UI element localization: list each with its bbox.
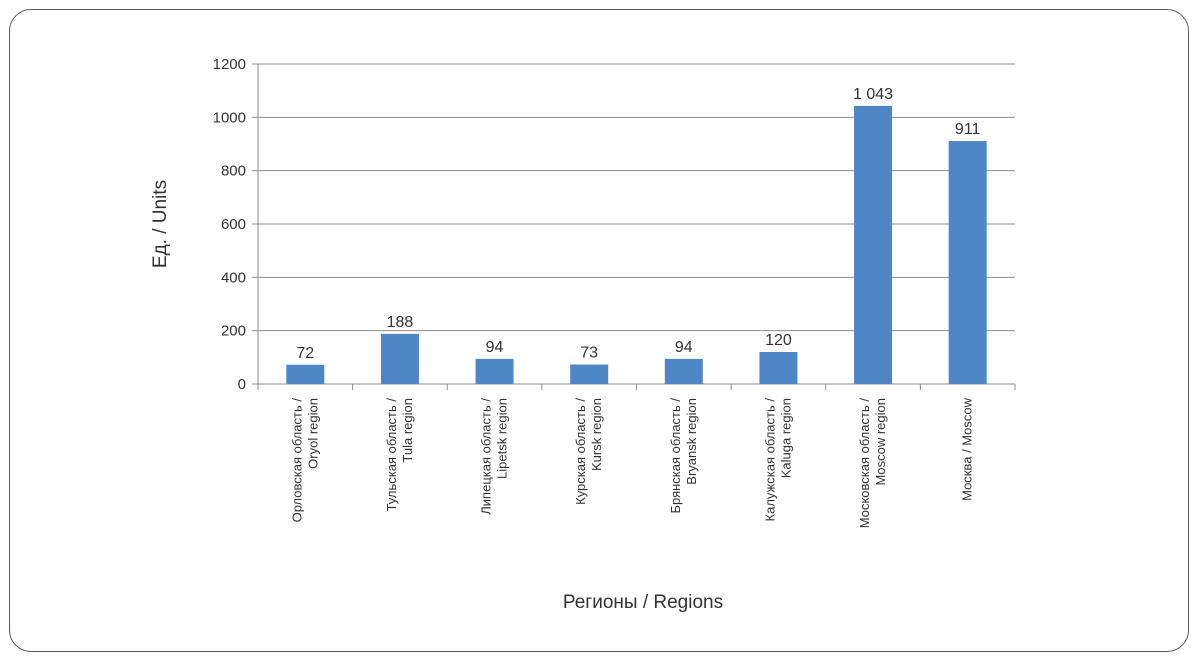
x-category-label: Орловская область / [289,398,304,523]
x-category-label: Moscow region [873,398,888,485]
x-category-label: Kursk region [589,398,604,471]
data-label: 1 043 [853,86,893,103]
y-axis-ticks: 0 200 400 600 800 1000 1200 [213,56,258,393]
x-category-label: Kaluga region [778,398,793,478]
bar [948,141,987,384]
x-category-label: Брянская область / [668,398,683,514]
x-category-label: Калужская область / [762,398,777,522]
bar [475,358,514,384]
y-tick-label: 200 [221,323,246,340]
x-category-label: Oryol region [305,398,320,469]
y-tick-label: 1200 [213,56,246,73]
bar [854,105,893,384]
bar [570,364,609,384]
x-category-label: Lipetsk region [495,398,510,479]
gridlines [258,63,1015,385]
bar [759,352,798,384]
data-label: 94 [486,339,504,356]
x-axis [257,64,1016,390]
data-label: 94 [675,339,693,356]
data-label: 120 [765,332,792,349]
x-category-label: Липецкая область / [479,398,494,515]
x-category-label: Tula region [400,398,415,463]
y-tick-label: 800 [221,163,246,180]
x-category-label: Московская область / [857,398,872,529]
bar [380,333,419,384]
bars [286,105,987,384]
data-label: 911 [955,121,981,138]
y-tick-label: 0 [238,376,246,393]
data-label: 72 [296,345,314,362]
x-category-label: Тульская область / [384,398,399,512]
x-category-label: Курская область / [573,398,588,505]
data-label: 188 [387,314,414,331]
y-axis-title: Ед. / Units [150,180,171,268]
x-category-label: Bryansk region [684,398,699,485]
bar [664,358,703,384]
x-category-label: Москва / Moscow [960,397,975,501]
y-tick-label: 600 [221,216,246,233]
y-tick-label: 1000 [213,109,246,126]
x-axis-category-labels: Орловская область / Oryol region Тульская … [289,397,974,528]
y-tick-label: 400 [221,269,246,286]
data-label: 73 [580,345,598,362]
bar [286,364,325,384]
x-axis-title: Регионы / Regions [563,592,723,613]
data-labels: 72 188 94 73 94 120 1 043 911 [296,86,980,362]
